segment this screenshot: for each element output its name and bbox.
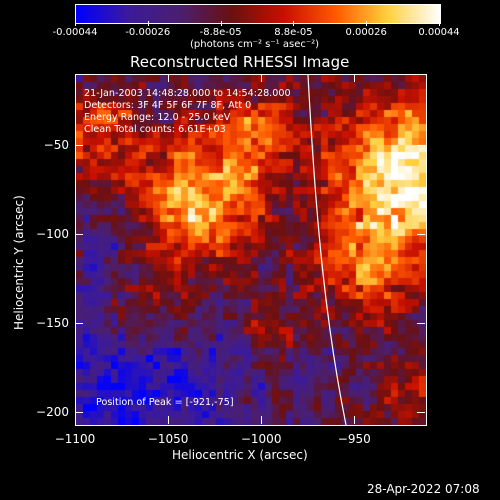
x-tick-mark — [75, 416, 76, 424]
colorbar-tick-label: -8.8e-05 — [199, 27, 242, 38]
x-tick-mark-top — [261, 74, 263, 82]
image-panel: 21-Jan-2003 14:48:28.000 to 14:54:28.000… — [75, 74, 427, 426]
overlay-detectors: Detectors: 3F 4F 5F 6F 7F 8F, Att 0 — [84, 100, 252, 111]
x-tick-label: −950 — [337, 432, 371, 446]
overlay-peak: Position of Peak = [-921,-75] — [96, 397, 234, 408]
overlay-time: 21-Jan-2003 14:48:28.000 to 14:54:28.000 — [84, 88, 291, 99]
y-tick-label: −150 — [36, 315, 69, 330]
y-tick-mark-right — [417, 145, 425, 147]
x-tick-mark-top — [354, 74, 356, 82]
x-tick-mark — [168, 416, 170, 424]
y-tick-label: −50 — [43, 138, 69, 153]
x-tick-mark-top — [75, 74, 76, 82]
y-tick-label: −200 — [36, 404, 69, 419]
y-tick-mark — [75, 322, 83, 324]
colorbar-tick-mark — [75, 21, 76, 26]
x-tick-label: −1000 — [240, 432, 282, 446]
overlay-clean: Clean Total counts: 6.61E+03 — [84, 124, 226, 135]
x-axis-label: Heliocentric X (arcsec) — [172, 448, 308, 462]
y-tick-mark-right — [417, 233, 425, 235]
y-tick-mark — [75, 411, 83, 413]
colorbar-tick-label: 0.00026 — [345, 27, 387, 38]
x-tick-label: −1050 — [147, 432, 189, 446]
colorbar-tick-mark — [220, 21, 222, 26]
limb-line — [307, 75, 347, 425]
colorbar-unit-label: (photons cm⁻² s⁻¹ asec⁻²) — [190, 39, 320, 50]
colorbar-tick-label: 8.8e-05 — [274, 27, 313, 38]
plot-title: Reconstructed RHESSI Image — [130, 53, 350, 71]
y-tick-mark — [75, 145, 83, 147]
y-tick-label: −100 — [36, 226, 69, 241]
y-axis-label: Heliocentric Y (arcsec) — [12, 195, 26, 330]
colorbar-tick-label: -0.00026 — [125, 27, 171, 38]
x-tick-label: −1100 — [54, 432, 96, 446]
solar-limb-curve — [307, 75, 347, 425]
colorbar-tick-mark — [293, 21, 295, 26]
colorbar-tick-mark — [366, 21, 368, 26]
overlay-energy: Energy Range: 12.0 - 25.0 keV — [84, 112, 231, 123]
y-tick-mark-right — [417, 411, 425, 413]
y-tick-mark — [75, 233, 83, 235]
colorbar-tick-label: 0.00044 — [418, 27, 460, 38]
y-tick-mark-right — [417, 322, 425, 324]
colorbar — [75, 4, 441, 24]
colorbar-tick-label: -0.00044 — [52, 27, 98, 38]
x-tick-mark — [261, 416, 263, 424]
colorbar-tick-mark — [439, 21, 440, 26]
colorbar-tick-mark — [147, 21, 149, 26]
footer-timestamp: 28-Apr-2022 07:08 — [367, 482, 480, 496]
x-tick-mark — [354, 416, 356, 424]
x-tick-mark-top — [168, 74, 170, 82]
solar-flare-image — [76, 75, 426, 425]
